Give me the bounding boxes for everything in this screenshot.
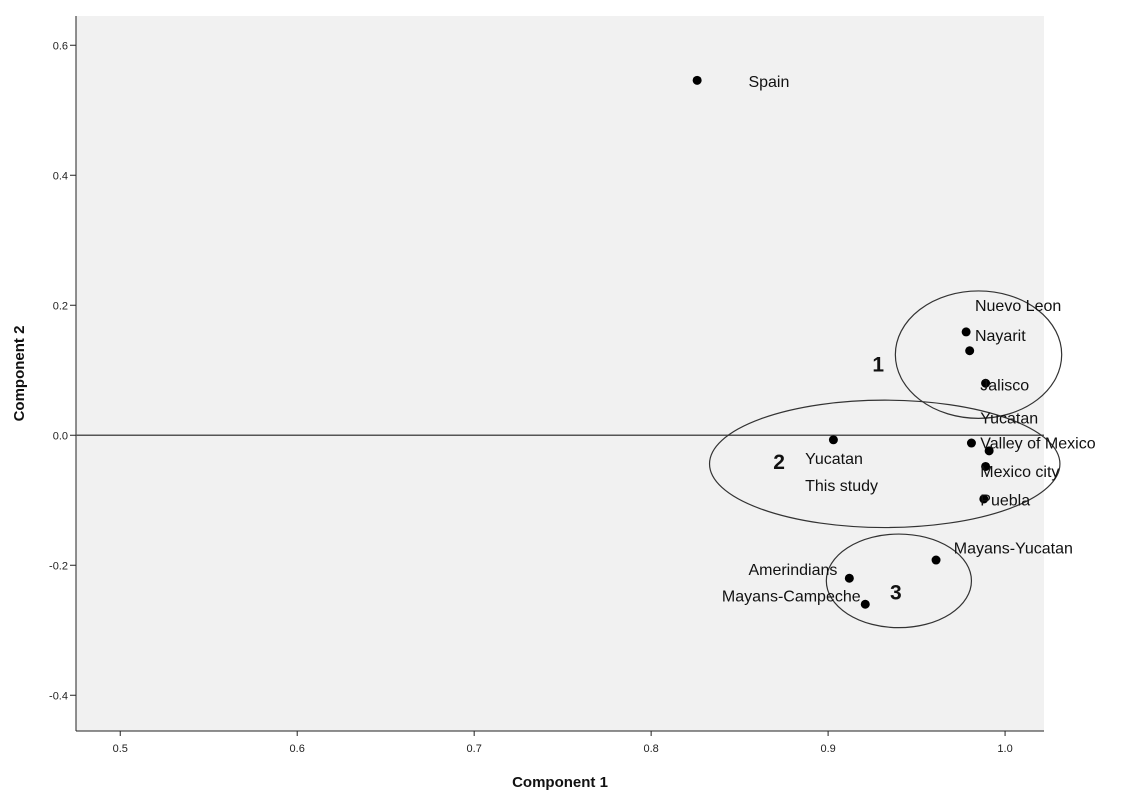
cluster-number-2: 2	[773, 451, 785, 474]
y-tick-label: 0.0	[53, 430, 68, 442]
point-label: Spain	[748, 74, 789, 91]
cluster-ellipses	[708, 290, 1063, 629]
x-tick-label: 0.8	[643, 743, 658, 755]
y-axis: 0.6 0.4 0.2 0.0 -0.2 -0.4	[49, 16, 77, 731]
data-point	[984, 446, 994, 456]
point-label: Yucatan	[805, 451, 863, 468]
y-tick-label: 0.6	[53, 40, 68, 52]
data-point	[692, 75, 702, 85]
x-tick-label: 0.6	[290, 743, 305, 755]
data-point	[981, 461, 991, 471]
data-point	[979, 494, 989, 504]
point-label: Amerindians	[748, 562, 837, 579]
point-label: Jalisco	[980, 377, 1029, 394]
x-tick-label: 1.0	[997, 743, 1012, 755]
cluster-ellipse-2	[708, 399, 1061, 529]
data-point	[860, 599, 870, 609]
data-point	[981, 378, 991, 388]
x-axis: 0.5 0.6 0.7 0.8 0.9 1.0	[76, 730, 1044, 755]
cluster-number-3: 3	[890, 582, 902, 605]
y-tick-label: -0.4	[49, 690, 68, 702]
point-label: This study	[805, 478, 878, 495]
cluster-ellipse-1	[894, 290, 1063, 419]
data-point	[966, 438, 976, 448]
point-label: Valley of Mexico	[980, 435, 1095, 452]
x-axis-title: Component 1	[512, 774, 608, 791]
data-point	[844, 573, 854, 583]
point-label: Nuevo Leon	[975, 298, 1061, 315]
y-tick-label: -0.2	[49, 560, 68, 572]
x-tick-label: 0.9	[820, 743, 835, 755]
data-point	[961, 327, 971, 337]
cluster-ellipse-3	[825, 533, 973, 629]
y-tick-label: 0.2	[53, 300, 68, 312]
point-label: Mayans-Yucatan	[954, 541, 1073, 558]
cluster-numbers: 1 2 3	[773, 354, 901, 605]
data-point	[828, 435, 838, 445]
point-label: Nayarit	[975, 328, 1026, 345]
point-label: Mayans-Campeche	[722, 589, 861, 606]
point-label: Puebla	[980, 492, 1030, 509]
y-tick-label: 0.4	[53, 170, 68, 182]
y-axis-title: Component 2	[11, 326, 28, 422]
x-tick-label: 0.5	[113, 743, 128, 755]
point-labels: Spain Nuevo Leon Nayarit Jalisco Yucatan Vall…	[722, 74, 1096, 606]
plot-area	[76, 16, 1044, 731]
data-points	[692, 75, 994, 609]
point-label: Yucatan	[980, 411, 1038, 428]
cluster-number-1: 1	[872, 354, 884, 377]
data-point	[931, 555, 941, 565]
data-point	[965, 346, 975, 356]
point-label: Mexico city	[980, 464, 1059, 481]
x-tick-label: 0.7	[467, 743, 482, 755]
